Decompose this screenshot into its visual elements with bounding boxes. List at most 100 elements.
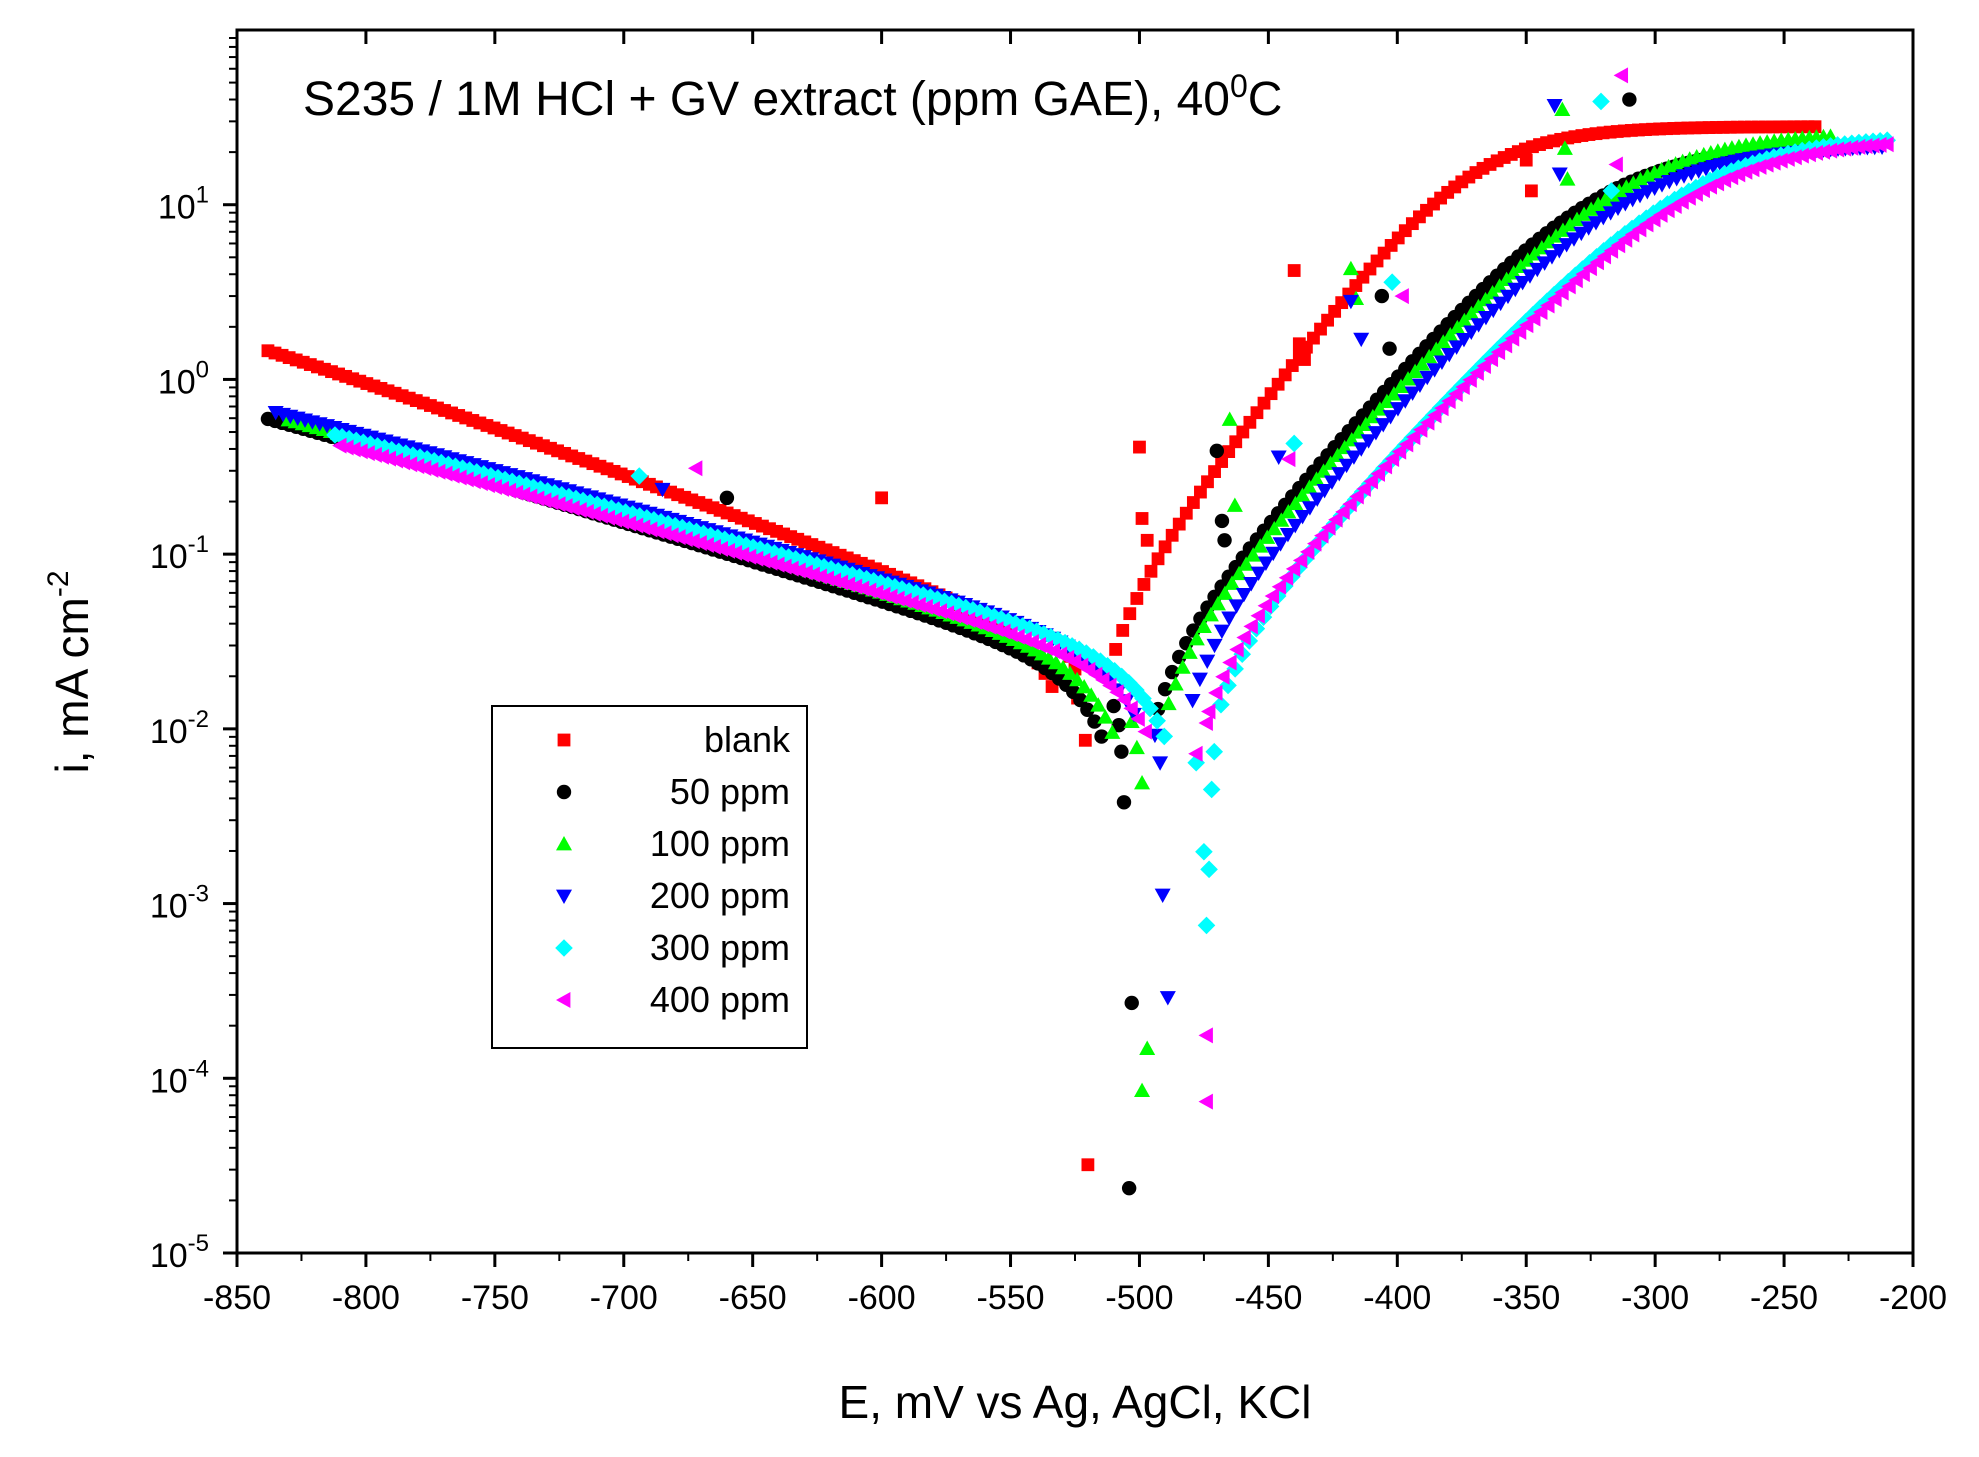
data-point — [1850, 138, 1866, 155]
legend-marker — [556, 836, 572, 851]
data-point — [1865, 137, 1880, 154]
data-point — [1556, 140, 1573, 155]
x-tick-label: -700 — [590, 1279, 658, 1317]
data-point — [1140, 533, 1154, 547]
data-point — [1342, 294, 1359, 310]
data-point — [1194, 485, 1207, 499]
data-point — [1360, 434, 1377, 449]
data-point — [1345, 450, 1362, 465]
data-point — [1618, 179, 1635, 194]
data-point — [1236, 425, 1250, 439]
data-point — [1349, 488, 1364, 505]
data-point — [1294, 487, 1311, 502]
data-point — [480, 477, 495, 494]
data-point — [1158, 540, 1172, 554]
data-point — [1238, 556, 1255, 571]
data-point — [1279, 528, 1296, 543]
data-point — [1404, 386, 1421, 401]
data-point — [1836, 140, 1852, 157]
data-point — [1407, 363, 1424, 379]
legend-box — [491, 705, 808, 1049]
data-point — [431, 463, 446, 480]
data-point — [487, 478, 502, 495]
data-point — [1441, 347, 1458, 363]
data-point — [1389, 402, 1406, 417]
y-axis-title: i, mA cm-2 — [42, 570, 98, 773]
data-point — [1202, 780, 1221, 799]
data-point — [1222, 654, 1237, 671]
data-point — [1329, 447, 1346, 462]
legend-marker — [555, 939, 573, 957]
data-point — [1152, 756, 1169, 771]
x-tick-label: -750 — [461, 1279, 529, 1317]
data-point — [1551, 244, 1568, 259]
data-point — [1405, 429, 1421, 446]
data-point — [1245, 547, 1262, 562]
data-point — [1266, 520, 1283, 536]
data-point — [1625, 175, 1642, 190]
data-point — [1308, 471, 1325, 486]
data-point — [1077, 644, 1096, 662]
data-point — [1076, 678, 1093, 694]
data-point — [875, 491, 889, 505]
y-axis-title-superscript: -2 — [42, 570, 75, 597]
data-point — [1427, 407, 1442, 424]
x-tick-label: -600 — [848, 1279, 916, 1317]
data-point — [1215, 668, 1230, 685]
data-point — [1335, 503, 1350, 520]
data-point — [1133, 440, 1146, 454]
data-point — [1561, 278, 1576, 295]
data-point — [1518, 317, 1534, 334]
data-point — [361, 435, 380, 453]
data-point — [1374, 288, 1390, 304]
data-point — [1393, 378, 1410, 393]
data-point — [1206, 638, 1223, 654]
data-point — [1808, 144, 1823, 161]
x-tick-label: -500 — [1105, 1279, 1173, 1317]
legend-label: blank — [704, 719, 791, 760]
data-point — [425, 451, 444, 470]
data-point — [1569, 211, 1586, 227]
data-point — [333, 428, 351, 446]
data-point — [1608, 156, 1623, 173]
data-point — [1106, 698, 1121, 714]
data-point — [460, 461, 479, 479]
data-point — [1130, 710, 1145, 727]
data-point — [1151, 552, 1165, 566]
legend-label: 100 ppm — [650, 823, 790, 864]
data-point — [964, 601, 982, 619]
data-point — [1385, 386, 1402, 401]
data-point — [1298, 353, 1311, 366]
data-point — [1356, 480, 1371, 497]
data-point — [1583, 201, 1600, 216]
data-point — [1398, 436, 1414, 453]
data-point — [1123, 700, 1138, 717]
data-point — [1121, 1180, 1137, 1196]
data-point — [1533, 303, 1548, 320]
data-point — [1257, 556, 1274, 571]
data-point — [1069, 671, 1086, 687]
x-tick-label: -800 — [332, 1279, 400, 1317]
data-point — [1477, 310, 1494, 326]
data-point — [1573, 226, 1590, 242]
data-point — [388, 452, 404, 469]
data-point — [445, 467, 460, 484]
data-point — [1027, 622, 1046, 641]
data-point — [1167, 676, 1184, 691]
data-point — [1400, 371, 1417, 386]
data-point — [1613, 67, 1629, 84]
data-point — [1287, 495, 1304, 511]
data-point — [1397, 394, 1414, 409]
data-point — [1511, 323, 1527, 340]
data-point — [1309, 492, 1326, 507]
data-point — [1224, 575, 1241, 590]
data-point — [1419, 370, 1436, 386]
data-point — [1592, 92, 1610, 111]
data-point — [1411, 378, 1428, 394]
data-point — [1097, 709, 1114, 724]
data-point — [1217, 533, 1232, 548]
data-point — [1116, 691, 1131, 708]
data-point — [1294, 509, 1311, 525]
data-point — [1377, 458, 1393, 475]
data-point — [1181, 644, 1198, 659]
